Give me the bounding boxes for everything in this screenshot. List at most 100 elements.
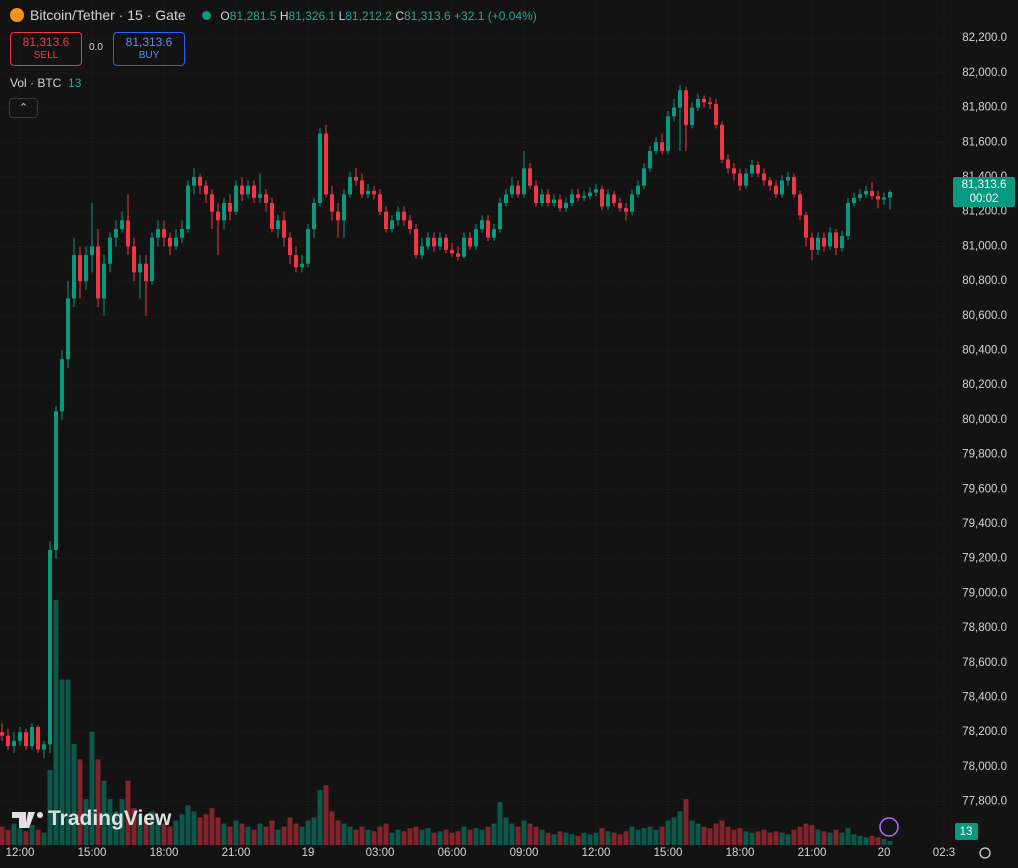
volume-bar (359, 826, 365, 845)
volume-bar (695, 823, 701, 845)
candle-body (270, 203, 274, 230)
candle-body (786, 176, 790, 181)
candle-body (732, 168, 736, 174)
volume-bar (773, 831, 779, 845)
candle-body (60, 359, 64, 412)
candle-body (516, 185, 520, 195)
volume-bar (503, 817, 509, 845)
candle-body (558, 199, 562, 209)
volume-bar (305, 820, 311, 845)
alert-icon (879, 817, 899, 837)
buy-button[interactable]: 81,313.6 BUY (113, 32, 185, 66)
candle-body (360, 180, 364, 195)
candle-body (816, 237, 820, 250)
volume-bar (179, 814, 185, 845)
candle-body (642, 168, 646, 186)
candle-body (222, 203, 226, 221)
volume-bar (863, 837, 869, 845)
volume-bar (299, 826, 305, 845)
volume-bar (341, 823, 347, 845)
candle-body (840, 235, 844, 249)
candle-body (756, 164, 760, 174)
volume-bar (173, 820, 179, 845)
ohlc-value: 81,326.1 (288, 9, 336, 23)
x-tick-label: 12:00 (582, 847, 611, 859)
y-tick-label: 79,800.0 (962, 449, 1007, 461)
x-tick-label: 12:00 (6, 847, 35, 859)
volume-bar (365, 829, 371, 845)
volume-bar (509, 823, 515, 845)
candle-body (228, 203, 232, 212)
candle-body (726, 159, 730, 169)
y-tick-label: 80,600.0 (962, 310, 1007, 322)
candle-body (630, 194, 634, 212)
volume-bar (785, 834, 791, 845)
ohlc-key: H (279, 9, 289, 23)
candle-body (12, 740, 16, 747)
candle-body (150, 237, 154, 282)
candle-body (108, 237, 112, 264)
candle-body (42, 744, 46, 750)
volume-bar (329, 811, 335, 845)
volume-bar (197, 817, 203, 845)
y-tick-label: 80,800.0 (962, 275, 1007, 287)
volume-bar (869, 835, 875, 845)
volume-bar (185, 805, 191, 845)
candle-body (846, 203, 850, 236)
candle-body (276, 220, 280, 230)
x-tick-label: 18:00 (726, 847, 755, 859)
candle-body (684, 90, 688, 125)
ohlc-value: 81,212.2 (345, 9, 392, 23)
candle-body (594, 189, 598, 193)
candle-body (660, 142, 664, 151)
volume-bar (377, 826, 383, 845)
volume-bar (107, 799, 113, 845)
candle-body (54, 411, 58, 551)
candle-body (96, 246, 100, 299)
volume-bar (731, 829, 737, 845)
candle-body (36, 727, 40, 750)
volume-bar (287, 817, 293, 845)
candle-body (330, 194, 334, 212)
volume-bar (839, 832, 845, 845)
candle-body (864, 190, 868, 195)
candle-body (300, 263, 304, 268)
volume-bar (77, 759, 83, 845)
volume-bar (419, 829, 425, 845)
volume-bar (347, 826, 353, 845)
y-tick-label: 81,800.0 (962, 102, 1007, 114)
candle-body (804, 215, 808, 238)
candle-body (312, 203, 316, 230)
candle-body (858, 194, 862, 198)
candle-body (792, 176, 796, 195)
volume-bar (581, 832, 587, 845)
candle-body (474, 229, 478, 247)
volume-bar (569, 834, 575, 845)
volume-bar (527, 823, 533, 845)
candle-body (882, 197, 886, 200)
candle-body (306, 229, 310, 264)
symbol[interactable]: Bitcoin/Tether · 15 · Gate (30, 7, 186, 23)
last-price: 81,313.6 (962, 179, 1007, 191)
x-tick-label: 19 (302, 847, 315, 859)
y-tick-label: 79,000.0 (962, 587, 1007, 599)
volume-bar (845, 828, 851, 845)
volume-bar (407, 828, 413, 845)
symbol-row: Bitcoin/Tether · 15 · Gate O81,281.5 H81… (10, 7, 537, 23)
volume-bar (779, 832, 785, 845)
candle-body (432, 237, 436, 247)
candle-body (720, 124, 724, 160)
sell-button[interactable]: 81,313.6 SELL (10, 32, 82, 66)
candle-body (204, 185, 208, 195)
candle-body (564, 203, 568, 209)
candle-body (24, 732, 28, 747)
volume-bar (791, 829, 797, 845)
collapse-button[interactable]: ⌃ (9, 98, 38, 118)
candle-body (546, 194, 550, 204)
candle-body (462, 237, 466, 257)
volume-bar (557, 831, 563, 845)
x-tick-label: 18:00 (150, 847, 179, 859)
ohlc-value: 81,313.6 (403, 9, 451, 23)
candle-body (66, 298, 70, 360)
candle-body (396, 211, 400, 221)
